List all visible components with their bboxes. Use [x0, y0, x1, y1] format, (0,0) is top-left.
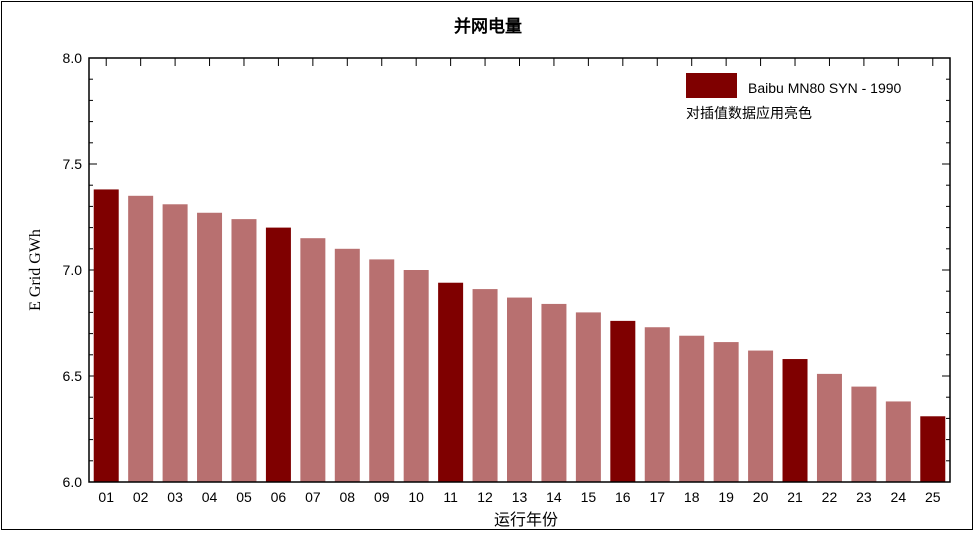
x-tick-label: 04	[202, 489, 218, 505]
x-tick-label: 07	[305, 489, 321, 505]
bar	[782, 359, 808, 482]
bar	[403, 270, 429, 482]
x-tick-label: 05	[236, 489, 252, 505]
y-tick-label: 6.5	[63, 368, 83, 384]
bar	[816, 373, 842, 482]
bar	[644, 327, 670, 482]
bar	[438, 282, 464, 482]
x-tick-label: 09	[374, 489, 390, 505]
bar	[575, 312, 601, 482]
bar	[300, 238, 326, 482]
y-axis-label: E Grid GWh	[27, 229, 44, 311]
x-tick-label: 11	[443, 489, 458, 505]
x-tick-label: 14	[546, 489, 562, 505]
legend-swatch	[686, 73, 737, 98]
bar	[885, 401, 911, 482]
bar	[851, 386, 877, 482]
bar	[197, 212, 223, 482]
bar	[713, 342, 739, 482]
x-tick-label: 18	[684, 489, 700, 505]
x-tick-label: 19	[718, 489, 734, 505]
bar	[93, 189, 119, 482]
bar	[162, 204, 188, 482]
x-tick-label: 03	[167, 489, 183, 505]
y-tick-label: 8.0	[63, 50, 83, 66]
x-tick-label: 17	[649, 489, 665, 505]
bar	[231, 219, 257, 482]
bar	[369, 259, 395, 482]
y-axis-tick-labels: 6.0 6.5 7.0 7.5 8.0	[63, 50, 83, 490]
bar	[128, 195, 154, 483]
x-tick-label: 02	[133, 489, 149, 505]
bar	[610, 320, 636, 482]
x-tick-label: 22	[822, 489, 838, 505]
chart-title: 并网电量	[454, 17, 522, 37]
x-tick-label: 13	[512, 489, 528, 505]
bar	[920, 416, 946, 482]
x-tick-label: 12	[477, 489, 493, 505]
x-tick-label: 06	[271, 489, 287, 505]
legend-label: Baibu MN80 SYN - 1990	[748, 80, 902, 96]
bar	[748, 350, 774, 482]
legend: Baibu MN80 SYN - 1990 对插值数据应用亮色	[686, 73, 902, 122]
y-tick-label: 7.0	[63, 262, 83, 278]
y-tick-label: 6.0	[63, 474, 83, 490]
x-tick-label: 08	[340, 489, 356, 505]
x-tick-label: 23	[856, 489, 872, 505]
x-tick-label: 21	[787, 489, 803, 505]
x-tick-label: 25	[925, 489, 941, 505]
bar	[679, 335, 705, 482]
bar	[265, 227, 291, 482]
bar	[472, 289, 498, 482]
x-tick-label: 15	[581, 489, 597, 505]
x-axis-label: 运行年份	[494, 510, 558, 529]
x-tick-label: 01	[98, 489, 114, 505]
x-tick-label: 20	[753, 489, 769, 505]
y-tick-label: 7.5	[63, 156, 83, 172]
bar	[507, 297, 532, 482]
bar	[541, 303, 567, 482]
x-tick-label: 24	[891, 489, 907, 505]
bar	[334, 248, 360, 482]
x-tick-label: 16	[615, 489, 631, 505]
x-tick-label: 10	[408, 489, 424, 505]
legend-note: 对插值数据应用亮色	[686, 105, 812, 122]
bar-series	[93, 189, 946, 483]
x-axis-tick-labels: 01 02 03 04 05 06 07 08 09 10 11 12 13 14 15 16 17 18 19 20…	[98, 489, 940, 505]
plot-area-border	[88, 57, 951, 483]
